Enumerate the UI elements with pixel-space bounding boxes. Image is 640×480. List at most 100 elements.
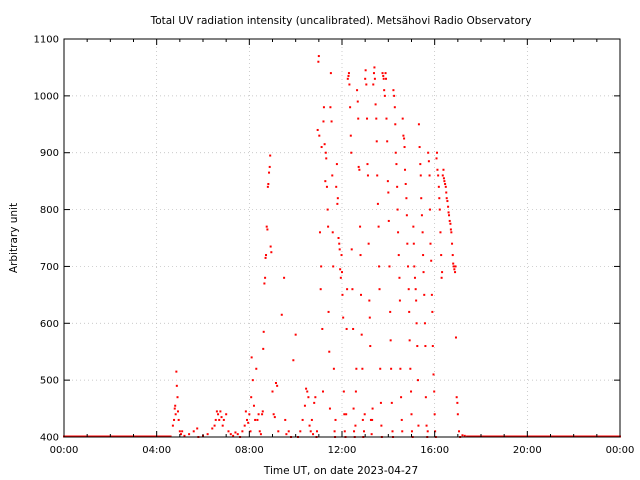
x-tick-label: 12:00 — [328, 445, 357, 456]
data-point — [177, 418, 180, 421]
data-point — [393, 94, 396, 97]
data-point — [378, 265, 381, 268]
data-point — [266, 228, 269, 231]
data-point — [305, 387, 308, 390]
data-point — [398, 299, 401, 302]
data-point — [409, 367, 412, 370]
data-point — [342, 316, 345, 319]
data-point — [250, 356, 253, 359]
x-tick-label: 04:00 — [142, 445, 171, 456]
data-point — [221, 424, 224, 427]
data-point — [417, 123, 420, 126]
data-point — [412, 225, 415, 228]
y-tick-label: 1100 — [34, 35, 59, 46]
data-point — [319, 288, 322, 291]
data-point — [276, 384, 279, 387]
data-point — [371, 418, 374, 421]
data-point — [322, 120, 325, 123]
data-point — [330, 120, 333, 123]
data-point — [215, 410, 218, 413]
data-point — [432, 373, 435, 376]
data-point — [430, 293, 433, 296]
data-point — [440, 276, 443, 279]
data-point — [366, 163, 369, 166]
data-point — [340, 254, 343, 257]
data-point — [413, 276, 416, 279]
data-point — [271, 390, 274, 393]
data-point — [386, 140, 389, 143]
data-point — [324, 151, 327, 154]
data-point — [385, 77, 388, 80]
data-point — [403, 137, 406, 140]
data-point — [217, 413, 220, 416]
data-point — [236, 433, 239, 436]
data-point — [178, 430, 181, 433]
data-point — [329, 72, 332, 75]
data-point — [317, 55, 320, 58]
data-point — [332, 367, 335, 370]
data-point — [366, 174, 369, 177]
data-point — [419, 163, 422, 166]
data-point — [315, 430, 318, 433]
data-point — [417, 424, 420, 427]
data-point — [423, 322, 426, 325]
data-point — [412, 242, 415, 245]
data-point — [407, 288, 410, 291]
data-point — [248, 413, 251, 416]
data-point — [283, 276, 286, 279]
data-point — [270, 251, 273, 254]
data-point — [268, 171, 271, 174]
data-point — [347, 72, 350, 75]
data-point — [347, 74, 350, 77]
data-point — [320, 146, 323, 149]
data-point — [269, 245, 272, 248]
y-tick-label: 900 — [40, 148, 59, 159]
data-point — [348, 83, 351, 86]
data-point — [229, 433, 232, 436]
data-point — [345, 327, 348, 330]
data-point — [428, 174, 431, 177]
data-point — [379, 401, 382, 404]
data-point — [352, 407, 355, 410]
data-point — [427, 160, 430, 163]
data-point — [329, 106, 332, 109]
data-point — [445, 191, 448, 194]
data-point — [374, 103, 377, 106]
data-point — [359, 254, 362, 257]
data-point — [416, 345, 419, 348]
data-point — [438, 208, 441, 211]
data-point — [404, 182, 407, 185]
data-point — [388, 265, 391, 268]
data-point — [420, 197, 423, 200]
data-point — [415, 299, 418, 302]
data-point — [410, 413, 413, 416]
data-point — [213, 424, 216, 427]
data-point — [456, 401, 459, 404]
y-tick-label: 600 — [40, 319, 59, 330]
y-tick-label: 800 — [40, 205, 59, 216]
data-point — [220, 416, 223, 419]
data-point — [176, 396, 179, 399]
data-point — [328, 407, 331, 410]
y-axis-label: Arbitrary unit — [8, 203, 20, 273]
data-point — [361, 418, 364, 421]
data-point — [219, 410, 222, 413]
data-point — [368, 299, 371, 302]
data-point — [274, 381, 277, 384]
data-point — [406, 242, 409, 245]
data-point — [351, 288, 354, 291]
data-point — [336, 202, 339, 205]
data-point — [372, 72, 375, 75]
data-point — [318, 231, 321, 234]
data-point — [455, 396, 458, 399]
data-point — [413, 265, 416, 268]
data-point — [358, 168, 361, 171]
data-point — [343, 430, 346, 433]
data-point — [450, 231, 453, 234]
data-point — [188, 433, 191, 436]
data-point — [280, 313, 283, 316]
data-point — [425, 424, 428, 427]
data-point — [463, 434, 466, 437]
data-point — [443, 180, 446, 183]
